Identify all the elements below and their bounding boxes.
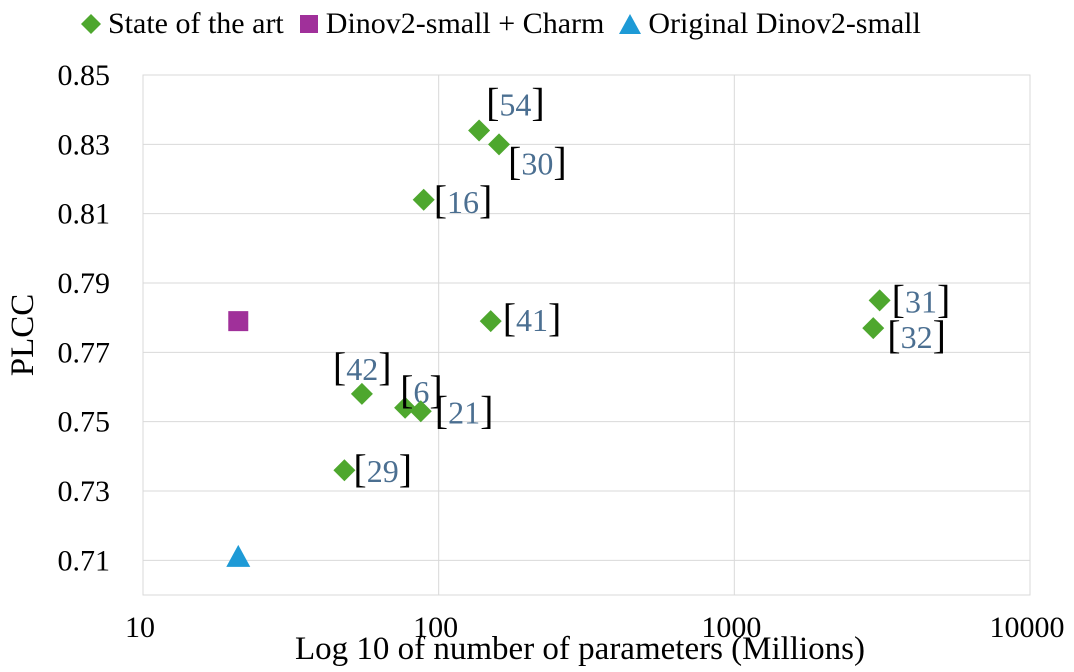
diamond-marker-icon xyxy=(81,14,101,34)
x-axis-title: Log 10 of number of parameters (Millions… xyxy=(295,631,865,667)
y-tick-label: 0.77 xyxy=(58,336,111,369)
data-label: [42] xyxy=(333,344,392,389)
data-label: [54] xyxy=(486,79,545,124)
y-tick-label: 0.75 xyxy=(58,406,111,439)
data-point-diamond xyxy=(409,400,432,423)
data-point-diamond xyxy=(862,317,885,340)
legend-item-original-dinov2: Original Dinov2-small xyxy=(618,7,921,41)
y-tick-label: 0.71 xyxy=(58,544,111,577)
x-tick-label: 10 xyxy=(125,611,155,644)
y-tick-label: 0.79 xyxy=(58,267,111,300)
square-marker-icon xyxy=(299,15,318,33)
data-label: [31] xyxy=(892,276,951,321)
data-point-diamond xyxy=(333,459,356,482)
x-tick-label: 100 xyxy=(413,611,458,644)
data-label: [21] xyxy=(435,387,494,432)
data-label: [29] xyxy=(353,446,412,491)
x-tick-label: 10000 xyxy=(990,611,1065,644)
data-point-diamond xyxy=(468,119,491,142)
x-tick-label: 1000 xyxy=(701,611,761,644)
y-axis-title: PLCC xyxy=(5,294,41,377)
y-tick-label: 0.73 xyxy=(58,475,111,508)
data-point-diamond xyxy=(868,289,891,312)
data-point-triangle xyxy=(226,544,251,567)
data-point-diamond xyxy=(479,310,502,333)
y-tick-label: 0.83 xyxy=(58,128,111,161)
triangle-marker-icon xyxy=(619,14,642,34)
legend-item-dinov2-charm: Dinov2-small + Charm xyxy=(298,7,605,41)
data-point-diamond xyxy=(394,396,417,419)
data-point-square xyxy=(228,311,249,332)
data-point-diamond xyxy=(412,188,435,211)
data-label: [32] xyxy=(887,312,946,357)
data-point-diamond xyxy=(350,382,373,405)
y-tick-label: 0.81 xyxy=(58,198,111,231)
data-point-diamond xyxy=(488,133,511,156)
legend-label: State of the art xyxy=(108,7,284,40)
legend-label: Original Dinov2-small xyxy=(648,7,921,40)
data-label: [16] xyxy=(434,177,493,222)
y-tick-label: 0.85 xyxy=(58,59,111,92)
data-label: [41] xyxy=(503,295,562,340)
legend-item-state-of-the-art: State of the art xyxy=(80,7,284,41)
data-label: [30] xyxy=(508,138,567,183)
chart-legend: State of the art Dinov2-small + Charm Or… xyxy=(80,4,921,44)
data-label: [6] xyxy=(400,367,443,412)
legend-label: Dinov2-small + Charm xyxy=(325,7,605,40)
